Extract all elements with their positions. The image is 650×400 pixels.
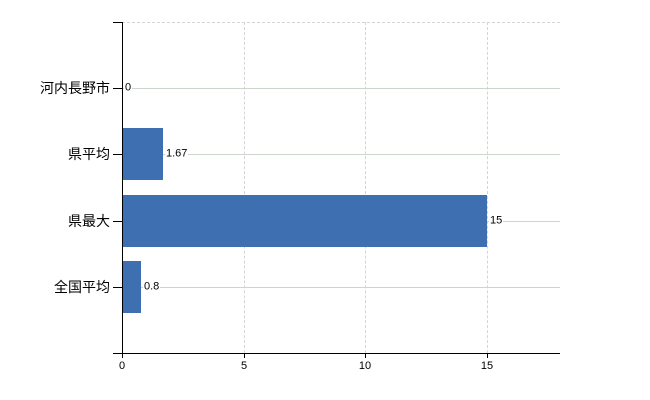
plot-top-border xyxy=(122,22,560,23)
y-axis-tick xyxy=(113,88,122,89)
row-leader-line xyxy=(122,88,560,89)
x-axis-line xyxy=(113,353,560,354)
bar-value-label: 0.8 xyxy=(143,280,161,294)
category-label: 全国平均 xyxy=(54,279,110,295)
bar-value-label: 15 xyxy=(489,214,504,228)
x-axis-tick xyxy=(244,353,245,358)
bar-県最大 xyxy=(122,195,487,247)
gridline-x-10 xyxy=(365,22,366,353)
row-leader-line xyxy=(122,287,560,288)
x-axis-tick-label: 5 xyxy=(240,360,248,372)
x-axis-tick xyxy=(122,353,123,358)
gridline-x-15 xyxy=(487,22,488,353)
y-axis-line xyxy=(122,22,123,354)
y-axis-tick xyxy=(113,221,122,222)
gridline-x-5 xyxy=(244,22,245,353)
x-axis-tick xyxy=(365,353,366,358)
x-axis-tick-label: 15 xyxy=(480,360,494,372)
y-axis-tick xyxy=(113,287,122,288)
category-label: 県平均 xyxy=(68,146,110,162)
row-leader-line xyxy=(122,154,560,155)
x-axis-tick-label: 10 xyxy=(358,360,372,372)
y-axis-top-tick xyxy=(113,22,122,23)
bar-県平均 xyxy=(122,128,163,180)
x-axis-tick xyxy=(487,353,488,358)
category-label: 河内長野市 xyxy=(40,80,110,96)
x-axis-tick-label: 0 xyxy=(118,360,126,372)
y-axis-tick xyxy=(113,154,122,155)
category-label: 県最大 xyxy=(68,213,110,229)
bar-全国平均 xyxy=(122,261,141,313)
bar-value-label: 0 xyxy=(124,81,133,95)
bar-value-label: 1.67 xyxy=(165,147,189,161)
